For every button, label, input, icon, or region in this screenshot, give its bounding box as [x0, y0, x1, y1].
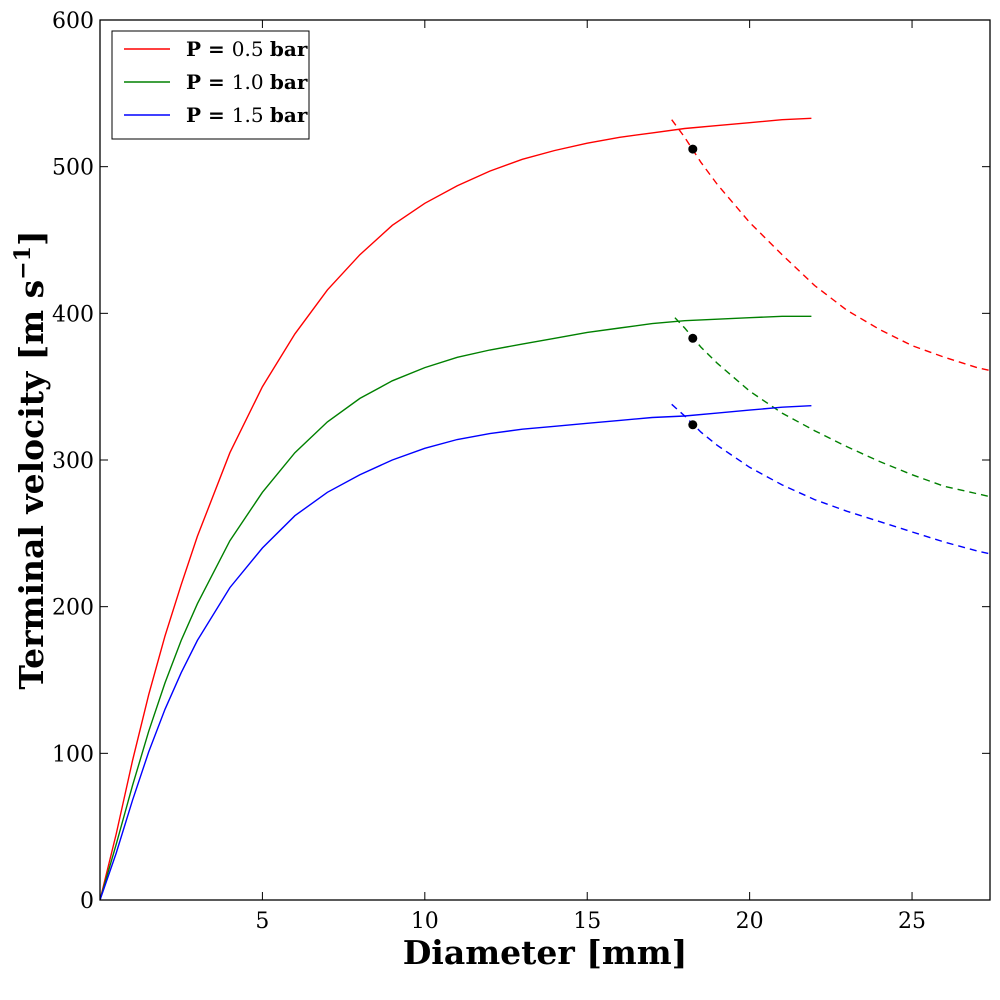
legend-label-prefix: P = — [186, 70, 232, 94]
y-tick-label: 100 — [52, 742, 94, 767]
axes-frame — [99, 19, 991, 901]
legend-label-unit: bar — [270, 103, 308, 127]
series-2-intersection-marker — [688, 333, 698, 343]
y-tick-label: 400 — [52, 302, 94, 327]
series-1-solid-line — [100, 117, 812, 900]
legend-label-value: 0.5 — [232, 37, 270, 61]
legend-label-1: P = 0.5 bar — [186, 37, 308, 61]
y-tick-label: 500 — [52, 156, 94, 181]
series-3-intersection-marker — [688, 420, 698, 430]
y-axis-title-end: ] — [12, 230, 51, 246]
y-axis-title-exponent: −1 — [10, 246, 36, 280]
series-2-solid-line — [100, 315, 812, 900]
x-tick-label: 15 — [573, 909, 601, 934]
y-axis-title-main: Terminal velocity [m s — [12, 280, 51, 690]
y-axis-title: Terminal velocity [m s−1] — [10, 230, 51, 689]
legend-label-value: 1.0 — [232, 70, 270, 94]
legend-label-prefix: P = — [186, 103, 232, 127]
y-tick-label: 0 — [80, 889, 94, 914]
legend-label-value: 1.5 — [232, 103, 270, 127]
series-3-dashed-line — [671, 403, 990, 555]
legend-label-unit: bar — [270, 70, 308, 94]
series-3-solid-line — [100, 405, 812, 900]
y-tick-label: 200 — [52, 596, 94, 621]
plot-area — [100, 117, 990, 900]
legend-label-3: P = 1.5 bar — [186, 103, 308, 127]
series-1-intersection-marker — [688, 144, 698, 154]
x-tick-label: 25 — [898, 909, 926, 934]
legend-label-prefix: P = — [186, 37, 232, 61]
legend-label-unit: bar — [270, 37, 308, 61]
series-1-dashed-line — [671, 119, 990, 372]
x-tick-label: 10 — [411, 909, 439, 934]
x-tick-label: 5 — [255, 909, 269, 934]
x-tick-label: 20 — [736, 909, 764, 934]
legend-label-2: P = 1.0 bar — [186, 70, 308, 94]
y-tick-label: 300 — [52, 449, 94, 474]
x-axis-title: Diameter [mm] — [403, 933, 688, 972]
y-tick-label: 600 — [52, 9, 94, 34]
series-2-dashed-line — [674, 317, 990, 498]
axis-ticks: 5 10 15 20 25 0 100 200 300 400 500 600 — [52, 9, 990, 934]
